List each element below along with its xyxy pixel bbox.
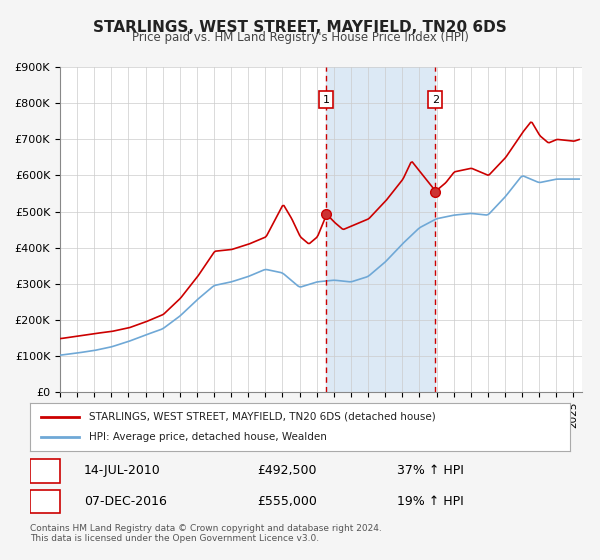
Bar xyxy=(326,67,436,392)
Text: STARLINGS, WEST STREET, MAYFIELD, TN20 6DS (detached house): STARLINGS, WEST STREET, MAYFIELD, TN20 6… xyxy=(89,412,436,422)
Text: 19% ↑ HPI: 19% ↑ HPI xyxy=(397,496,464,508)
Text: 2: 2 xyxy=(432,95,439,105)
Text: 37% ↑ HPI: 37% ↑ HPI xyxy=(397,464,464,478)
Text: HPI: Average price, detached house, Wealden: HPI: Average price, detached house, Weal… xyxy=(89,432,327,442)
FancyBboxPatch shape xyxy=(30,459,60,483)
Text: Price paid vs. HM Land Registry's House Price Index (HPI): Price paid vs. HM Land Registry's House … xyxy=(131,31,469,44)
Text: £555,000: £555,000 xyxy=(257,496,317,508)
Text: 14-JUL-2010: 14-JUL-2010 xyxy=(84,464,161,478)
FancyBboxPatch shape xyxy=(30,491,60,514)
Text: 2: 2 xyxy=(41,496,49,508)
Text: 1: 1 xyxy=(41,464,49,478)
Text: STARLINGS, WEST STREET, MAYFIELD, TN20 6DS: STARLINGS, WEST STREET, MAYFIELD, TN20 6… xyxy=(93,20,507,35)
Text: Contains HM Land Registry data © Crown copyright and database right 2024.
This d: Contains HM Land Registry data © Crown c… xyxy=(30,524,382,543)
Text: 1: 1 xyxy=(322,95,329,105)
Text: 07-DEC-2016: 07-DEC-2016 xyxy=(84,496,167,508)
Text: £492,500: £492,500 xyxy=(257,464,316,478)
